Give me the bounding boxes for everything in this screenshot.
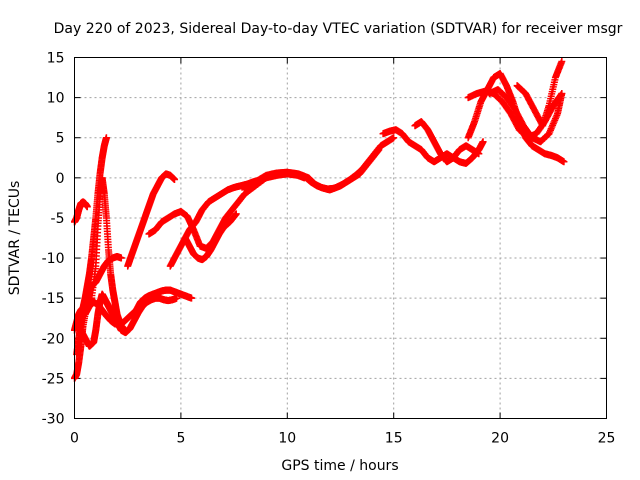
grid-layer	[74, 57, 607, 419]
y-tick-label: -20	[42, 331, 65, 347]
y-tick-label: -10	[42, 251, 65, 267]
y-axis-label: SDTVAR / TECUs	[7, 181, 23, 296]
data-point	[102, 134, 110, 142]
data-point	[117, 254, 125, 262]
x-tick-label: 5	[176, 431, 185, 447]
y-tick-label: 0	[56, 171, 65, 187]
series-arc-h	[145, 170, 308, 252]
y-tick-label: 5	[56, 131, 65, 147]
tick-layer: 0 5 10 15 20 25 -30 -25 -20 -15 -10 -5 0 5 10 15	[42, 51, 616, 447]
data-point	[188, 294, 196, 302]
x-tick-label: 10	[278, 431, 296, 447]
chart-title: Day 220 of 2023, Sidereal Day-to-day VTE…	[54, 21, 623, 37]
plot-frame	[74, 57, 607, 419]
x-tick-label: 20	[491, 431, 509, 447]
series-arc-a	[71, 198, 91, 226]
x-tick-label: 25	[598, 431, 616, 447]
y-tick-label: 15	[47, 51, 65, 67]
y-tick-label: 10	[47, 91, 65, 107]
series-arc-g	[124, 170, 179, 270]
data-point	[83, 203, 91, 211]
x-tick-label: 15	[385, 431, 403, 447]
x-axis-label: GPS time / hours	[281, 458, 398, 474]
y-tick-label: -5	[51, 211, 65, 227]
data-point	[171, 175, 179, 183]
y-tick-label: -15	[42, 291, 65, 307]
marks-layer	[71, 58, 568, 382]
y-tick-label: -30	[42, 412, 65, 428]
x-tick-label: 0	[70, 431, 79, 447]
series-arc-f	[81, 286, 196, 329]
series-arc-l	[294, 134, 398, 194]
y-tick-label: -25	[42, 371, 65, 387]
